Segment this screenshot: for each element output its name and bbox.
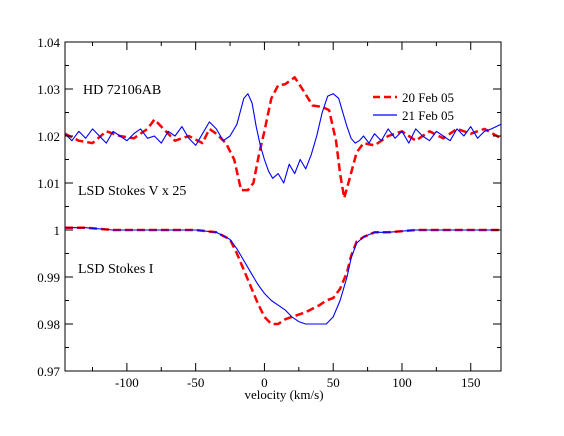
y-tick-label: 1.01 xyxy=(37,176,60,191)
y-tick-label: 1.02 xyxy=(37,129,60,144)
y-tick-label: 1.03 xyxy=(37,82,60,97)
x-tick-label: 150 xyxy=(461,375,481,390)
y-tick-label: 0.97 xyxy=(37,364,60,379)
y-tick-label: 1 xyxy=(54,223,61,238)
x-axis-title: velocity (km/s) xyxy=(244,387,323,402)
x-tick-label: 50 xyxy=(327,375,340,390)
star-name-annotation: HD 72106AB xyxy=(83,83,161,98)
legend-label-series-1: 20 Feb 05 xyxy=(402,90,454,105)
y-tick-label: 1.04 xyxy=(37,35,60,50)
stokes-v-annotation: LSD Stokes V x 25 xyxy=(78,184,186,199)
x-tick-label: -100 xyxy=(115,375,139,390)
x-tick-label: 0 xyxy=(261,375,268,390)
legend: 20 Feb 05 21 Feb 05 xyxy=(373,90,454,123)
stokes-i-annotation: LSD Stokes I xyxy=(78,262,154,277)
series-2-stokes-v-line xyxy=(65,93,501,184)
legend-label-series-2: 21 Feb 05 xyxy=(402,108,454,123)
x-tick-label: 100 xyxy=(392,375,412,390)
x-tick-label: -50 xyxy=(187,375,204,390)
y-tick-label: 0.98 xyxy=(37,317,60,332)
series-2-stokes-i-line xyxy=(65,227,501,325)
y-tick-label: 0.99 xyxy=(37,270,60,285)
